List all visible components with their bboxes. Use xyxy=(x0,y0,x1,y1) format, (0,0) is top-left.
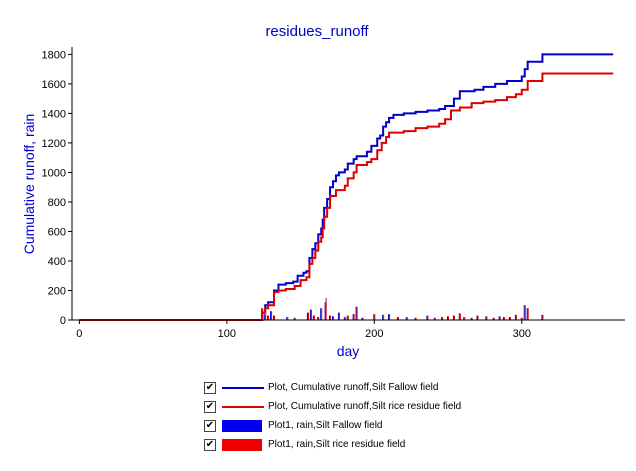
legend-label: Plot, Cumulative runoff,Silt Fallow fiel… xyxy=(268,382,439,393)
legend-item[interactable]: ✔ Plot, Cumulative runoff,Silt Fallow fi… xyxy=(204,378,461,397)
y-tick-label: 1800 xyxy=(42,49,66,61)
legend: ✔ Plot, Cumulative runoff,Silt Fallow fi… xyxy=(204,378,461,454)
legend-item[interactable]: ✔ Plot, Cumulative runoff,Silt rice resi… xyxy=(204,397,461,416)
legend-label: Plot1, rain,Silt Fallow field xyxy=(268,420,383,431)
cumulative-runoff-line xyxy=(79,53,614,321)
legend-swatch-red-line xyxy=(222,405,264,408)
y-tick-label: 200 xyxy=(48,285,66,297)
plot-area xyxy=(79,53,614,321)
chart: residues_runoff 0 100 200 300 0 200 400 600 800… xyxy=(21,23,625,359)
y-tick-label: 1200 xyxy=(42,138,66,150)
legend-checkbox[interactable]: ✔ xyxy=(204,381,216,394)
x-tick-label: 300 xyxy=(513,328,531,340)
legend-label: Plot, Cumulative runoff,Silt rice residu… xyxy=(268,401,462,412)
legend-checkbox[interactable]: ✔ xyxy=(204,400,216,413)
y-tick-label: 400 xyxy=(48,256,66,268)
legend-label: Plot1, rain,Silt rice residue field xyxy=(268,439,406,450)
legend-swatch-blue-box xyxy=(222,419,262,432)
legend-item[interactable]: ✔ Plot1, rain,Silt Fallow field xyxy=(204,416,461,435)
y-tick-label: 0 xyxy=(60,315,66,327)
x-tick-label: 100 xyxy=(218,328,236,340)
y-tick-label: 1400 xyxy=(42,108,66,120)
legend-checkbox[interactable]: ✔ xyxy=(204,419,216,432)
legend-item[interactable]: ✔ Plot1, rain,Silt rice residue field xyxy=(204,435,461,454)
y-axis-label: Cumulative runoff, rain xyxy=(21,114,37,255)
x-ticks: 0 100 200 300 xyxy=(76,320,531,340)
x-tick-label: 0 xyxy=(76,328,82,340)
y-tick-label: 600 xyxy=(48,226,66,238)
y-tick-label: 800 xyxy=(48,197,66,209)
legend-swatch-red-box xyxy=(222,438,262,451)
cumulative-runoff-line xyxy=(79,72,614,321)
legend-checkbox[interactable]: ✔ xyxy=(204,438,216,451)
y-ticks: 0 200 400 600 800 1000 1200 1400 1600 1800 xyxy=(42,49,72,327)
y-tick-label: 1600 xyxy=(42,79,66,91)
chart-title: residues_runoff xyxy=(265,23,369,40)
x-axis-label: day xyxy=(337,343,360,359)
y-tick-label: 1000 xyxy=(42,167,66,179)
legend-swatch-blue-line xyxy=(222,386,264,389)
x-tick-label: 200 xyxy=(365,328,383,340)
